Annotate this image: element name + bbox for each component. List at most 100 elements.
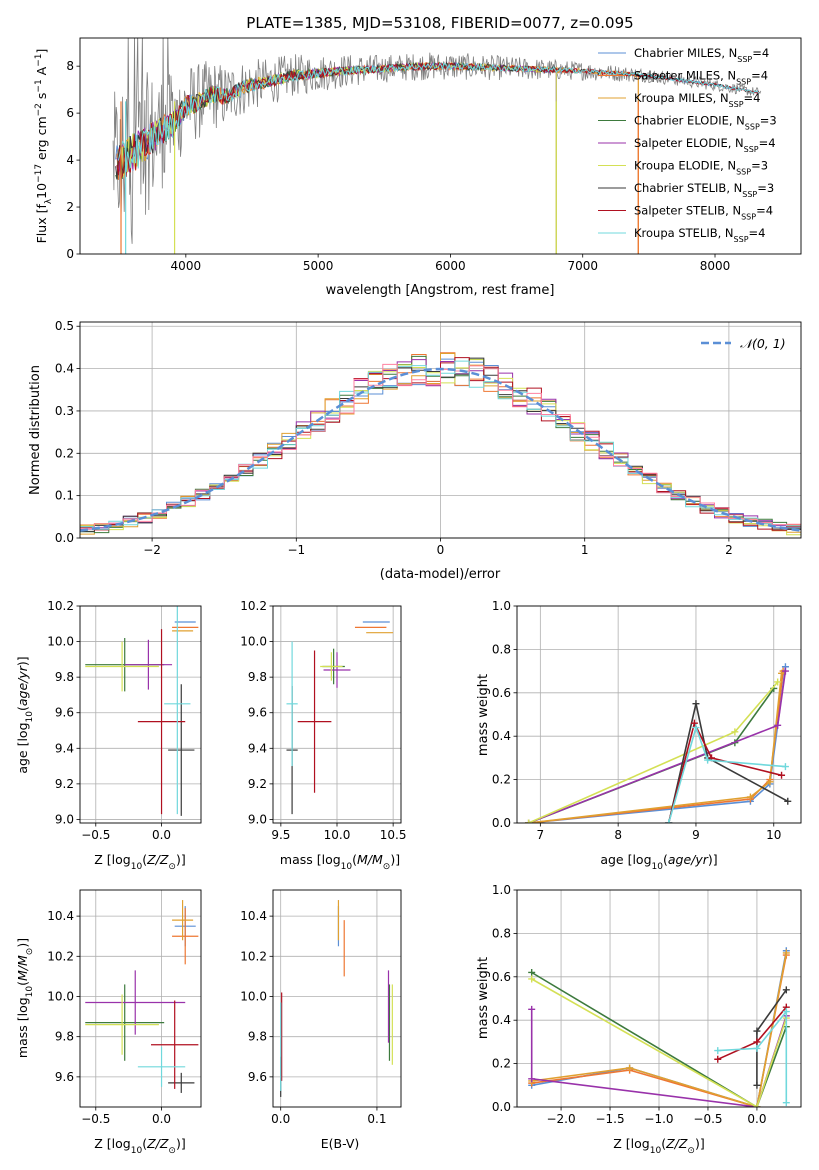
age-z-axes: −0.5 0.0 9.0 9.2 9.4 9.6 9.8 10.0 10.2	[47, 599, 202, 842]
y-tick-label: 10.2	[47, 949, 74, 963]
y-tick-label: 10.0	[47, 635, 74, 649]
weight-marker	[665, 819, 673, 823]
x-tick-label: 2	[725, 543, 733, 557]
y-tick-label: 0.8	[492, 926, 511, 940]
mass-ebv-axes: 0.0 0.1 9.6 9.8 10.0 10.2 10.4	[240, 889, 402, 1126]
x-tick-label: −0.5	[81, 828, 110, 842]
plot-area	[112, 38, 762, 254]
x-tick-label: −1.5	[595, 1112, 624, 1126]
mass-z-xlabel: Z [log10(Z/Z⊙)]	[94, 1136, 185, 1156]
weight-marker	[782, 986, 790, 994]
mass-z-axes: −0.5 0.0 9.6 9.8 10.0 10.2 10.4	[47, 889, 202, 1126]
figure-title: PLATE=1385, MJD=53108, FIBERID=0077, z=0…	[246, 14, 633, 32]
x-tick-label: 8	[614, 828, 622, 842]
y-tick-label: 9.8	[248, 1030, 267, 1044]
plot-area	[525, 663, 792, 823]
weight-marker	[525, 819, 533, 823]
legend-label: 𝒩(0, 1)	[740, 336, 786, 351]
y-tick-label: 10.2	[47, 599, 74, 613]
x-tick-label: −1.0	[644, 1112, 673, 1126]
x-tick-label: 9.5	[271, 828, 290, 842]
x-tick-label: −0.5	[693, 1112, 722, 1126]
weight-marker	[753, 1044, 761, 1052]
weight-line	[667, 703, 789, 823]
x-tick-label: 4000	[171, 259, 202, 273]
weight-marker	[704, 756, 712, 764]
y-tick-label: 9.2	[248, 777, 267, 791]
y-tick-label: 9.4	[248, 741, 267, 755]
x-tick-label: 10.0	[324, 828, 351, 842]
age-mass-xlabel: mass [log10(M/M⊙)]	[280, 852, 400, 872]
y-tick-label: 1.0	[492, 599, 511, 613]
y-tick-label: 0.2	[492, 773, 511, 787]
y-tick-label: 9.8	[55, 1030, 74, 1044]
y-tick-label: 10.4	[240, 909, 267, 923]
x-tick-label: 10	[766, 828, 781, 842]
weight-marker	[781, 763, 789, 771]
y-tick-label: 9.2	[55, 777, 74, 791]
y-tick-label: 9.6	[248, 706, 267, 720]
legend-label: Chabrier ELODIE, NSSP=3	[634, 114, 777, 132]
model-spectrum-salpeter-miles	[116, 61, 639, 254]
x-tick-label: 6000	[435, 259, 466, 273]
residual-axes: −2 −1 0 1 2 0.0 0.1 0.2 0.3 0.4 0.5 𝒩(0, 1)	[55, 319, 802, 557]
y-tick-label: 0.4	[492, 729, 511, 743]
x-tick-label: 7000	[567, 259, 598, 273]
weight-marker	[782, 1099, 790, 1107]
x-tick-label: 9	[692, 828, 700, 842]
y-tick-label: 10.4	[47, 909, 74, 923]
y-tick-label: 0.4	[55, 362, 74, 376]
weight-marker	[753, 1103, 761, 1107]
y-tick-label: 0.0	[492, 816, 511, 830]
y-tick-label: 10.2	[240, 949, 267, 963]
weight-marker	[782, 949, 790, 957]
model-spectrum-kroupa-miles	[117, 61, 639, 254]
x-tick-label: −2.0	[546, 1112, 575, 1126]
weight-line	[528, 673, 783, 823]
y-tick-label: 9.0	[248, 812, 267, 826]
y-tick-label: 0.5	[55, 319, 74, 333]
weight-marker	[714, 1047, 722, 1055]
y-tick-label: 10.0	[47, 989, 74, 1003]
x-tick-label: 0.0	[152, 828, 171, 842]
weight-marker	[784, 797, 792, 805]
x-tick-label: 1	[581, 543, 589, 557]
weight-marker	[714, 1055, 722, 1063]
weight-marker	[774, 678, 782, 686]
weight-marker	[692, 700, 700, 708]
y-tick-label: 0.2	[492, 1057, 511, 1071]
axes-frame	[79, 605, 202, 824]
y-tick-label: 10.2	[240, 599, 267, 613]
weight-marker	[690, 719, 698, 727]
x-tick-label: 0.0	[747, 1112, 766, 1126]
weight-marker	[528, 1075, 536, 1083]
weight-marker	[626, 1064, 634, 1072]
y-tick-label: 9.6	[55, 706, 74, 720]
x-tick-label: −1	[287, 543, 305, 557]
x-tick-label: 0.0	[152, 1112, 171, 1126]
axes-frame	[272, 889, 402, 1108]
y-tick-label: 10.0	[240, 635, 267, 649]
residual-ylabel: Normed distribution	[28, 365, 43, 495]
weight-line	[528, 671, 784, 823]
axes-frame	[516, 605, 802, 824]
y-tick-label: 6	[66, 106, 74, 120]
y-tick-label: 9.4	[55, 741, 74, 755]
model-spectrum-kroupa-stelib	[117, 61, 760, 172]
y-tick-label: 8	[66, 59, 74, 73]
residual-xlabel: (data-model)/error	[380, 567, 501, 582]
plot-area	[528, 947, 790, 1107]
weight-age-axes: 7 8 9 10 0.0 0.2 0.4 0.6 0.8 1.0	[492, 599, 802, 842]
plot-area	[286, 621, 394, 815]
weight-line	[531, 971, 788, 1107]
weight-line	[717, 1009, 788, 1103]
weight-marker	[528, 1005, 536, 1013]
x-tick-label: −0.5	[81, 1112, 110, 1126]
legend-label: Kroupa MILES, NSSP=4	[634, 91, 760, 109]
model-spectrum-salpeter-stelib	[116, 61, 760, 179]
y-tick-label: 0.0	[492, 1100, 511, 1114]
y-tick-label: 0.2	[55, 446, 74, 460]
spectrum-ylabel: Flux [fλ10−17 erg cm−2 s−1 A−1]	[34, 49, 54, 244]
x-tick-label: −2	[143, 543, 161, 557]
